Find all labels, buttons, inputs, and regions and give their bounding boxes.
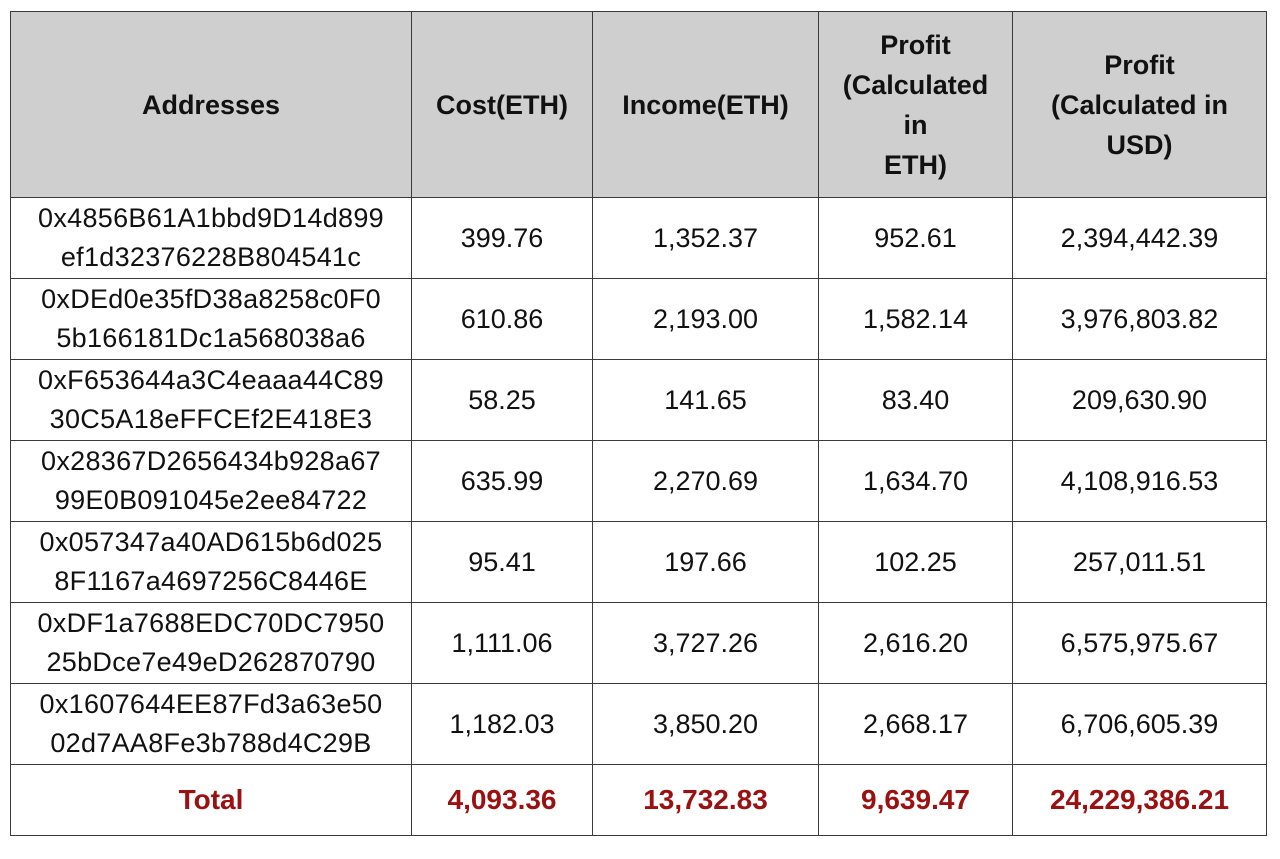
profit-usd-cell: 2,394,442.39	[1012, 197, 1267, 279]
header-profit-usd-line: (Calculated in	[1050, 89, 1229, 120]
address-cell: 0xF653644a3C4eaaa44C89 30C5A18eFFCEf2E41…	[10, 359, 412, 441]
header-profit-usd-line: Profit	[1104, 49, 1175, 80]
profit-usd-cell: 3,976,803.82	[1012, 278, 1267, 360]
header-addresses: Addresses	[10, 11, 412, 198]
address-cell: 0x1607644EE87Fd3a63e50 02d7AA8Fe3b788d4C…	[10, 683, 412, 765]
address-line: 0xF653644a3C4eaaa44C89	[38, 365, 384, 395]
income-cell: 3,727.26	[592, 602, 819, 684]
table-row: 0x28367D2656434b928a67 99E0B091045e2ee84…	[10, 440, 1267, 522]
profit-table-container: Addresses Cost(ETH) Income(ETH) Profit (…	[10, 11, 1267, 836]
profit-usd-cell: 6,706,605.39	[1012, 683, 1267, 765]
table-footer: Total 4,093.36 13,732.83 9,639.47 24,229…	[10, 764, 1267, 836]
table-body: 0x4856B61A1bbd9D14d899 ef1d32376228B8045…	[10, 197, 1267, 765]
cost-cell: 95.41	[411, 521, 593, 603]
profit-eth-cell: 1,634.70	[818, 440, 1013, 522]
table-row: 0x057347a40AD615b6d025 8F1167a4697256C84…	[10, 521, 1267, 603]
profit-eth-cell: 83.40	[818, 359, 1013, 441]
profit-eth-cell: 952.61	[818, 197, 1013, 279]
address-line: ef1d32376228B804541c	[60, 242, 362, 272]
profit-usd-cell: 4,108,916.53	[1012, 440, 1267, 522]
profit-eth-cell: 102.25	[818, 521, 1013, 603]
cost-cell: 635.99	[411, 440, 593, 522]
header-income: Income(ETH)	[592, 11, 819, 198]
profit-usd-cell: 257,011.51	[1012, 521, 1267, 603]
profit-eth-cell: 2,668.17	[818, 683, 1013, 765]
address-line: 0xDEd0e35fD38a8258c0F0	[41, 284, 381, 314]
address-line: 8F1167a4697256C8446E	[54, 566, 368, 596]
address-line: 25bDce7e49eD262870790	[46, 647, 376, 677]
income-cell: 3,850.20	[592, 683, 819, 765]
total-income: 13,732.83	[592, 764, 819, 836]
header-profit-eth-line: ETH)	[884, 149, 947, 180]
income-cell: 1,352.37	[592, 197, 819, 279]
address-line: 0x28367D2656434b928a67	[41, 446, 381, 476]
address-line: 0x057347a40AD615b6d025	[39, 527, 383, 557]
table-row: 0x4856B61A1bbd9D14d899 ef1d32376228B8045…	[10, 197, 1267, 279]
table-row: 0xDEd0e35fD38a8258c0F0 5b166181Dc1a56803…	[10, 278, 1267, 360]
total-label: Total	[10, 764, 412, 836]
cost-cell: 58.25	[411, 359, 593, 441]
table-header: Addresses Cost(ETH) Income(ETH) Profit (…	[10, 11, 1267, 198]
address-line: 30C5A18eFFCEf2E418E3	[49, 404, 373, 434]
income-cell: 141.65	[592, 359, 819, 441]
header-profit-usd: Profit (Calculated in USD)	[1012, 11, 1267, 198]
header-profit-eth-line: (Calculated	[842, 69, 989, 100]
table-row: 0xF653644a3C4eaaa44C89 30C5A18eFFCEf2E41…	[10, 359, 1267, 441]
income-cell: 2,193.00	[592, 278, 819, 360]
profit-usd-cell: 6,575,975.67	[1012, 602, 1267, 684]
income-cell: 2,270.69	[592, 440, 819, 522]
address-line: 02d7AA8Fe3b788d4C29B	[50, 728, 372, 758]
table-row: 0x1607644EE87Fd3a63e50 02d7AA8Fe3b788d4C…	[10, 683, 1267, 765]
profit-table: Addresses Cost(ETH) Income(ETH) Profit (…	[10, 11, 1267, 836]
profit-eth-cell: 2,616.20	[818, 602, 1013, 684]
address-line: 99E0B091045e2ee84722	[54, 485, 368, 515]
address-cell: 0xDEd0e35fD38a8258c0F0 5b166181Dc1a56803…	[10, 278, 412, 360]
address-cell: 0x4856B61A1bbd9D14d899 ef1d32376228B8045…	[10, 197, 412, 279]
cost-cell: 1,111.06	[411, 602, 593, 684]
total-row: Total 4,093.36 13,732.83 9,639.47 24,229…	[10, 764, 1267, 836]
profit-eth-cell: 1,582.14	[818, 278, 1013, 360]
income-cell: 197.66	[592, 521, 819, 603]
address-cell: 0x28367D2656434b928a67 99E0B091045e2ee84…	[10, 440, 412, 522]
total-profit-eth: 9,639.47	[818, 764, 1013, 836]
address-line: 5b166181Dc1a568038a6	[56, 323, 366, 353]
header-profit-eth: Profit (Calculated in ETH)	[818, 11, 1013, 198]
header-profit-eth-line: Profit	[880, 29, 951, 60]
address-line: 0x4856B61A1bbd9D14d899	[38, 203, 384, 233]
header-profit-usd-line: USD)	[1106, 129, 1173, 160]
table-row: 0xDF1a7688EDC70DC7950 25bDce7e49eD262870…	[10, 602, 1267, 684]
address-line: 0x1607644EE87Fd3a63e50	[39, 689, 383, 719]
cost-cell: 1,182.03	[411, 683, 593, 765]
profit-usd-cell: 209,630.90	[1012, 359, 1267, 441]
header-cost: Cost(ETH)	[411, 11, 593, 198]
cost-cell: 399.76	[411, 197, 593, 279]
address-cell: 0x057347a40AD615b6d025 8F1167a4697256C84…	[10, 521, 412, 603]
header-row: Addresses Cost(ETH) Income(ETH) Profit (…	[10, 11, 1267, 198]
cost-cell: 610.86	[411, 278, 593, 360]
header-profit-eth-line: in	[903, 109, 928, 140]
address-line: 0xDF1a7688EDC70DC7950	[37, 608, 385, 638]
total-profit-usd: 24,229,386.21	[1012, 764, 1267, 836]
address-cell: 0xDF1a7688EDC70DC7950 25bDce7e49eD262870…	[10, 602, 412, 684]
total-cost: 4,093.36	[411, 764, 593, 836]
